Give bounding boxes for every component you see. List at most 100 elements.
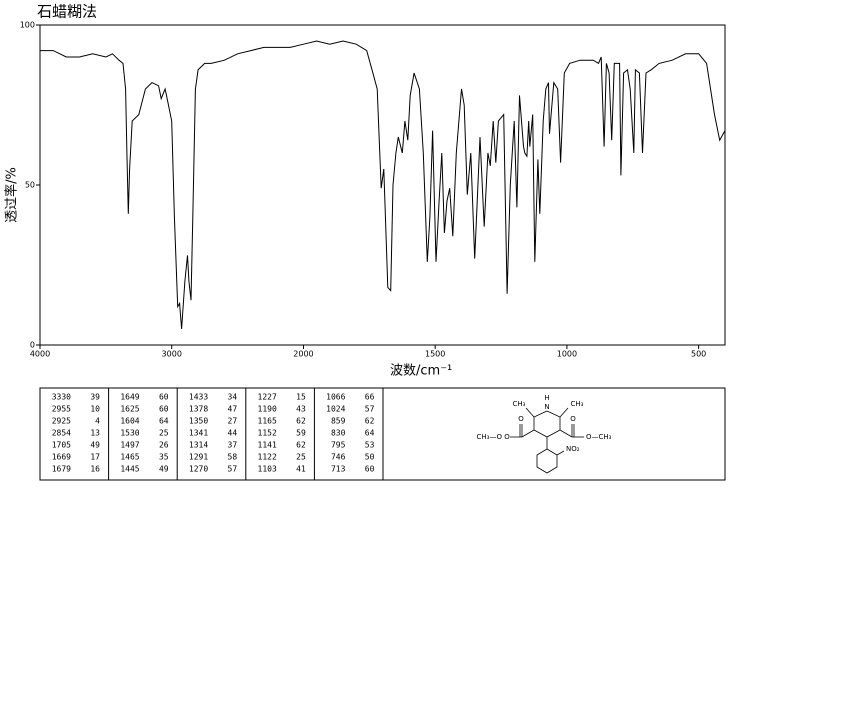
peak-wavenumber: 1152 — [258, 429, 277, 438]
peak-transmittance: 39 — [90, 393, 100, 402]
peak-wavenumber: 1679 — [52, 465, 71, 474]
peak-wavenumber: 859 — [331, 417, 346, 426]
x-tick-label: 500 — [691, 350, 706, 359]
peak-transmittance: 10 — [90, 405, 100, 414]
peak-transmittance: 44 — [228, 429, 238, 438]
peak-transmittance: 27 — [228, 417, 238, 426]
peak-transmittance: 57 — [365, 405, 375, 414]
peak-wavenumber: 1604 — [120, 417, 139, 426]
y-axis-label: 透过率/% — [4, 167, 20, 223]
peak-transmittance: 47 — [228, 405, 238, 414]
atom-label: O — [570, 415, 576, 423]
peak-wavenumber: 1190 — [258, 405, 277, 414]
peak-transmittance: 35 — [159, 453, 169, 462]
peak-wavenumber: 746 — [331, 453, 346, 462]
peak-wavenumber: 713 — [331, 465, 346, 474]
peak-wavenumber: 1465 — [120, 453, 139, 462]
peak-wavenumber: 1165 — [258, 417, 277, 426]
y-tick-label: 0 — [30, 341, 35, 350]
peak-transmittance: 4 — [95, 417, 100, 426]
peak-wavenumber: 1291 — [189, 453, 208, 462]
atom-label: CH₃ — [571, 400, 584, 408]
peak-wavenumber: 1530 — [120, 429, 139, 438]
peak-transmittance: 13 — [90, 429, 100, 438]
peak-wavenumber: 1350 — [189, 417, 208, 426]
peak-wavenumber: 1341 — [189, 429, 208, 438]
peak-wavenumber: 1066 — [326, 393, 345, 402]
peak-transmittance: 66 — [365, 393, 375, 402]
peak-wavenumber: 795 — [331, 441, 346, 450]
peak-transmittance: 60 — [159, 405, 169, 414]
phenyl — [536, 448, 558, 474]
spectrum-line — [40, 40, 726, 330]
structure — [510, 407, 584, 474]
peak-transmittance: 49 — [159, 465, 169, 474]
peak-wavenumber: 1122 — [258, 453, 277, 462]
peak-transmittance: 62 — [365, 417, 375, 426]
peak-transmittance: 57 — [228, 465, 238, 474]
peak-transmittance: 50 — [365, 453, 375, 462]
bond — [559, 429, 573, 438]
peak-transmittance: 60 — [159, 393, 169, 402]
x-tick-label: 4000 — [30, 350, 50, 359]
x-axis-label: 波数/cm⁻¹ — [390, 364, 452, 379]
peak-wavenumber: 830 — [331, 429, 346, 438]
peak-wavenumber: 1445 — [120, 465, 139, 474]
peak-transmittance: 62 — [296, 441, 306, 450]
x-tick-label: 2000 — [293, 350, 313, 359]
peak-wavenumber: 1649 — [120, 393, 139, 402]
peak-transmittance: 62 — [296, 417, 306, 426]
x-tick-label: 3000 — [162, 350, 182, 359]
peak-transmittance: 37 — [228, 441, 238, 450]
atom-label: H — [544, 394, 549, 402]
atom-label: N — [544, 403, 549, 411]
peak-wavenumber: 1669 — [52, 453, 71, 462]
ring — [533, 410, 561, 438]
peak-transmittance: 34 — [228, 393, 238, 402]
peak-transmittance: 64 — [365, 429, 375, 438]
peak-wavenumber: 1433 — [189, 393, 208, 402]
bond — [556, 450, 565, 456]
peak-transmittance: 25 — [296, 453, 306, 462]
peak-transmittance: 58 — [228, 453, 238, 462]
bond — [525, 407, 535, 418]
peak-transmittance: 26 — [159, 441, 169, 450]
peak-wavenumber: 1314 — [189, 441, 208, 450]
peak-transmittance: 53 — [365, 441, 375, 450]
peak-wavenumber: 1227 — [258, 393, 277, 402]
peak-transmittance: 17 — [90, 453, 100, 462]
peak-transmittance: 43 — [296, 405, 306, 414]
peak-transmittance: 41 — [296, 465, 306, 474]
chart-title: 石蜡糊法 — [37, 3, 97, 21]
peak-transmittance: 60 — [365, 465, 375, 474]
peak-wavenumber: 3330 — [52, 393, 71, 402]
peak-wavenumber: 2955 — [52, 405, 71, 414]
atom-label: CH₃ — [513, 400, 526, 408]
peak-wavenumber: 1625 — [120, 405, 139, 414]
y-tick-label: 100 — [20, 21, 35, 30]
atom-label: O — [518, 415, 524, 423]
peak-transmittance: 16 — [90, 465, 100, 474]
peak-transmittance: 59 — [296, 429, 306, 438]
peak-wavenumber: 1103 — [258, 465, 277, 474]
peak-wavenumber: 2925 — [52, 417, 71, 426]
peak-transmittance: 64 — [159, 417, 169, 426]
y-tick-label: 50 — [25, 181, 35, 190]
x-tick-label: 1000 — [557, 350, 577, 359]
peak-transmittance: 25 — [159, 429, 169, 438]
bond — [521, 429, 535, 438]
peak-transmittance: 15 — [296, 393, 306, 402]
plot-frame — [39, 24, 726, 346]
peak-wavenumber: 1141 — [258, 441, 277, 450]
atom-label: O — [504, 433, 510, 441]
atom-label: O—CH₃ — [586, 433, 612, 441]
atom-label: CH₃—O — [477, 433, 503, 441]
peak-wavenumber: 1378 — [189, 405, 208, 414]
peak-wavenumber: 2854 — [52, 429, 71, 438]
x-tick-label: 1500 — [425, 350, 445, 359]
peak-wavenumber: 1705 — [52, 441, 71, 450]
peak-wavenumber: 1270 — [189, 465, 208, 474]
peak-transmittance: 49 — [90, 441, 100, 450]
bond — [559, 407, 569, 418]
